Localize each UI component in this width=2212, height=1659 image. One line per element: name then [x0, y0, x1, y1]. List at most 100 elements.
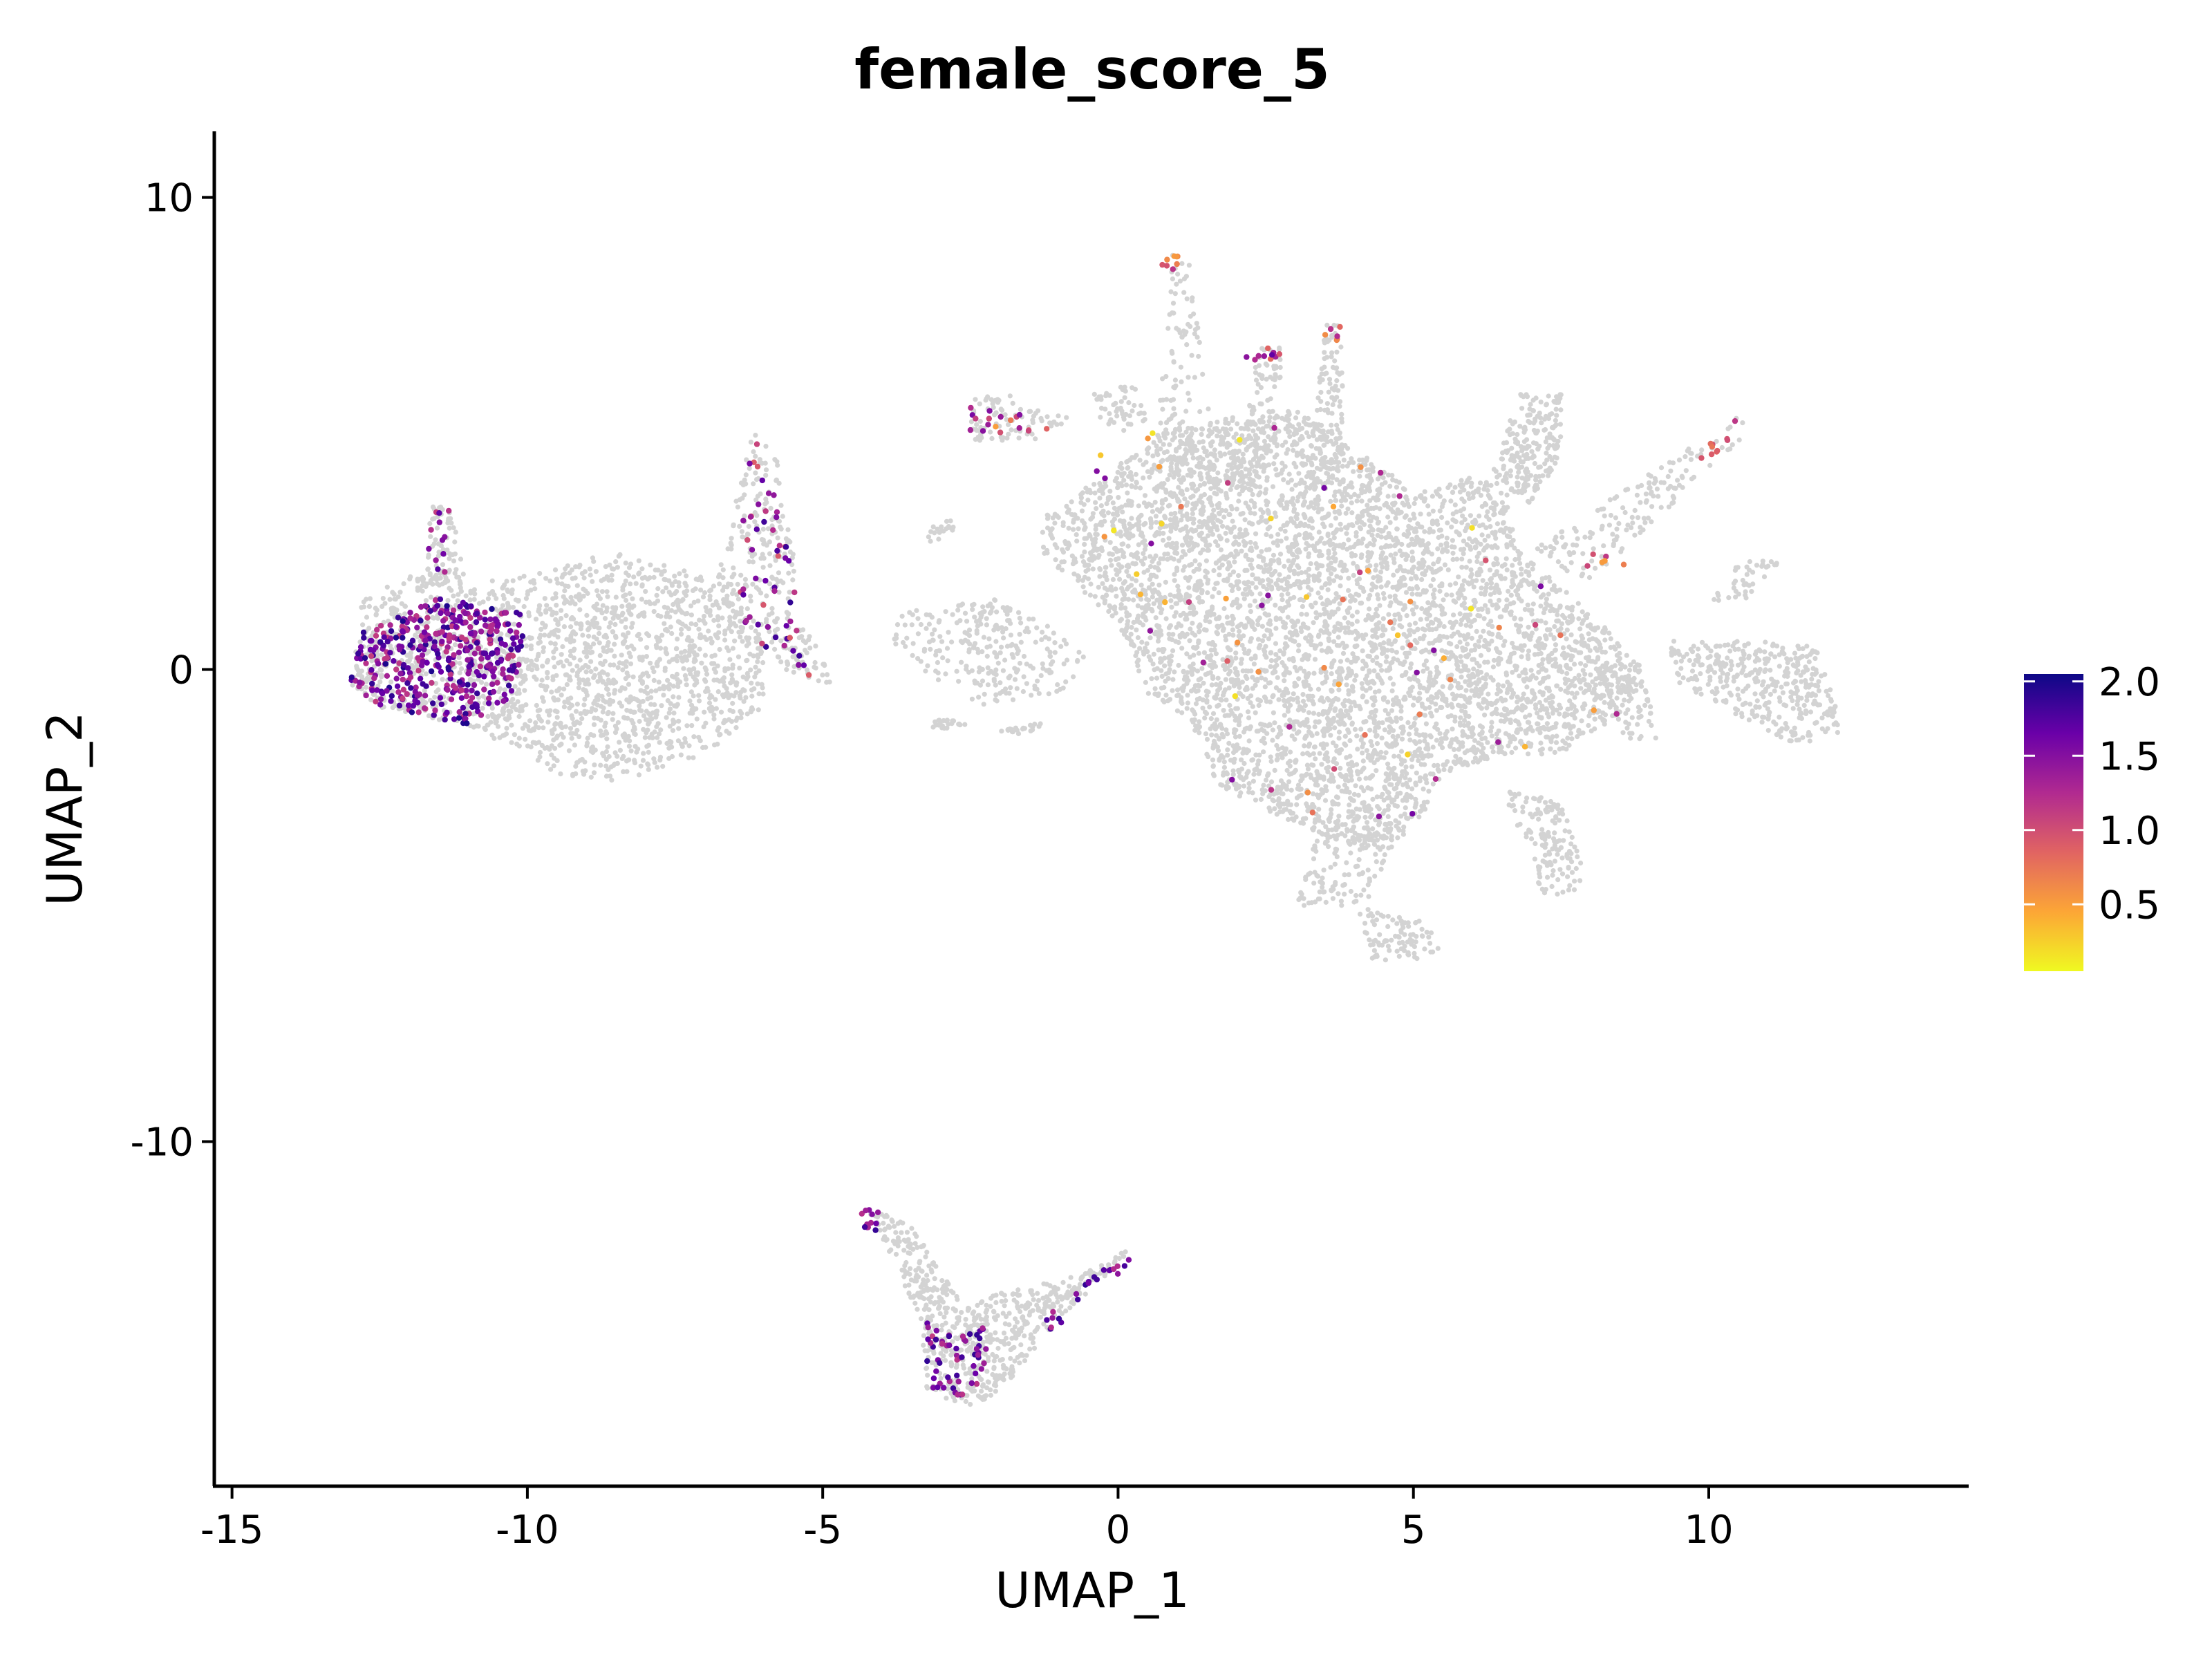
background-cell-point — [679, 626, 684, 632]
background-cell-point — [665, 628, 671, 634]
background-cell-point — [623, 738, 628, 743]
background-cell-point — [597, 630, 602, 637]
background-cell-point — [516, 656, 523, 662]
background-cell-point — [946, 630, 951, 635]
background-cell-point — [676, 726, 682, 731]
background-cell-point — [1150, 509, 1155, 514]
background-cell-point — [966, 627, 973, 633]
background-cell-point — [747, 466, 752, 471]
background-cell-point — [732, 615, 738, 620]
background-cell-point — [1461, 551, 1466, 556]
background-cell-point — [664, 585, 669, 591]
background-cell-point — [610, 711, 616, 716]
background-cell-point — [1582, 671, 1588, 677]
background-cell-point — [488, 720, 494, 725]
background-cell-point — [1344, 657, 1350, 663]
background-cell-point — [1553, 647, 1558, 653]
background-cell-point — [392, 606, 397, 612]
background-cell-point — [748, 440, 753, 445]
background-cell-point — [601, 670, 606, 675]
background-cell-point — [611, 662, 617, 668]
background-cell-point — [688, 612, 695, 618]
background-cell-point — [962, 610, 968, 616]
background-cell-point — [1328, 523, 1333, 528]
background-cell-point — [993, 682, 998, 688]
background-cell-point — [523, 657, 529, 663]
background-cell-point — [444, 547, 450, 553]
background-cell-point — [976, 694, 982, 700]
background-cell-point — [1047, 649, 1053, 655]
background-cell-point — [1304, 612, 1309, 617]
background-cell-point — [1187, 563, 1192, 568]
background-cell-point — [630, 674, 636, 679]
background-cell-point — [577, 677, 582, 682]
background-cell-point — [972, 615, 977, 620]
background-cell-point — [564, 682, 570, 688]
background-cell-point — [748, 709, 754, 715]
background-cell-point — [1104, 501, 1109, 507]
background-cell-point — [1027, 616, 1032, 622]
background-cell-point — [379, 673, 384, 678]
background-cell-point — [760, 552, 765, 557]
background-cell-point — [577, 597, 583, 602]
background-cell-point — [559, 731, 564, 737]
background-cell-point — [1167, 472, 1172, 478]
background-cell-point — [785, 661, 790, 666]
background-cell-point — [542, 596, 547, 601]
background-cell-point — [621, 769, 626, 774]
background-cell-point — [541, 699, 546, 704]
background-cell-point — [451, 525, 456, 531]
background-cell-point — [1048, 662, 1053, 667]
background-cell-point — [1116, 495, 1121, 500]
background-cell-point — [611, 680, 617, 686]
background-cell-point — [1546, 591, 1551, 597]
background-cell-point — [436, 717, 442, 722]
background-cell-point — [744, 635, 749, 641]
background-cell-point — [1315, 686, 1322, 692]
background-cell-point — [1419, 606, 1425, 612]
background-cell-point — [626, 743, 632, 749]
background-cell-point — [453, 567, 459, 572]
background-cell-point — [1176, 662, 1181, 668]
background-cell-point — [1497, 597, 1502, 603]
background-cell-point — [1331, 740, 1336, 746]
background-cell-point — [427, 572, 433, 578]
background-cell-point — [479, 679, 485, 685]
background-cell-point — [1286, 779, 1292, 785]
background-cell-point — [413, 632, 418, 638]
background-cell-point — [666, 710, 672, 715]
background-cell-point — [1439, 607, 1445, 613]
background-cell-point — [1146, 445, 1152, 451]
background-cell-point — [1450, 556, 1456, 563]
background-cell-point — [441, 653, 447, 659]
background-cell-point — [563, 672, 569, 677]
background-cell-point — [937, 618, 942, 624]
background-cell-point — [720, 615, 725, 621]
background-cell-point — [1008, 632, 1013, 638]
background-cell-point — [640, 698, 646, 704]
background-cell-point — [522, 688, 527, 693]
background-cell-point — [1250, 778, 1256, 784]
background-cell-point — [607, 562, 612, 568]
background-cell-point — [1102, 585, 1107, 591]
background-cell-point — [1530, 566, 1535, 572]
background-cell-point — [669, 630, 675, 637]
background-cell-point — [639, 657, 645, 663]
background-cell-point — [594, 636, 599, 641]
background-cell-point — [368, 697, 374, 703]
background-cell-point — [657, 646, 664, 651]
background-cell-point — [1329, 807, 1334, 812]
background-cell-point — [624, 707, 630, 713]
background-cell-point — [1394, 650, 1399, 655]
background-cell-point — [1385, 761, 1391, 767]
background-cell-point — [691, 599, 697, 605]
background-cell-point — [545, 675, 550, 681]
background-cell-point — [1209, 732, 1215, 738]
background-cell-point — [929, 615, 935, 620]
background-cell-point — [1374, 584, 1379, 590]
background-cell-point — [471, 587, 478, 592]
background-cell-point — [568, 601, 573, 606]
background-cell-point — [628, 643, 635, 649]
background-cell-point — [698, 588, 704, 593]
background-cell-point — [714, 634, 720, 639]
